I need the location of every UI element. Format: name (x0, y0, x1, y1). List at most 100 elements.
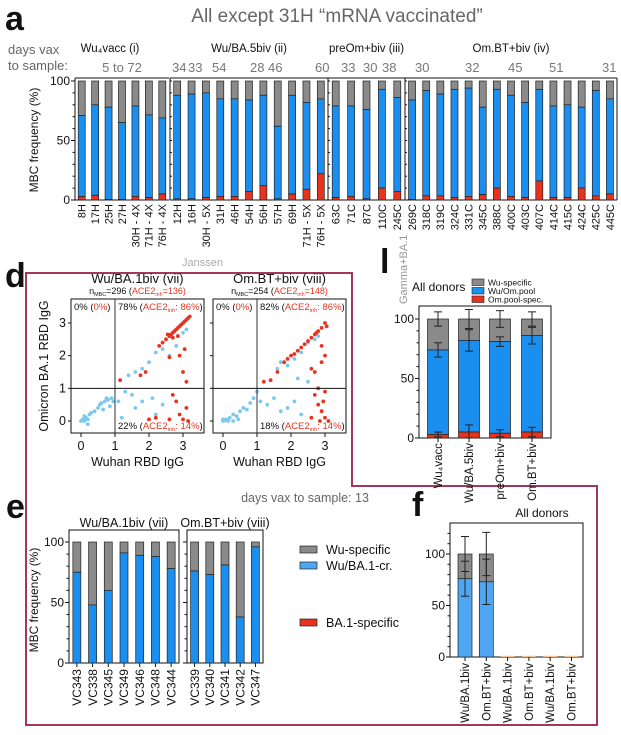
text-part: : 86% (317, 302, 342, 313)
x-tick-label: 31H (215, 204, 227, 224)
y-tick-label: 50 (51, 596, 65, 610)
point-non-inhibiting (248, 401, 253, 405)
bar-empty (543, 655, 558, 657)
point-ace2-inhibiting (170, 392, 175, 397)
bar-blue-segment (230, 98, 239, 197)
scatter-plot-area (212, 298, 347, 434)
point-ace2-inhibiting (319, 409, 324, 414)
panel-title: All donors (412, 280, 465, 294)
bar-red-segment (450, 197, 459, 201)
x-tick-label: 30H - 4X (130, 203, 142, 247)
bar-gray-segment (88, 541, 97, 606)
bar-blue-segment (251, 546, 260, 664)
x-tick-label: 17H (90, 204, 102, 224)
days-value: 46 (268, 60, 282, 75)
bar-blue-segment (205, 574, 215, 664)
x-tick-label: 269C (407, 204, 419, 230)
x-tick-label: VC343 (70, 669, 84, 706)
point-non-inhibiting (89, 410, 94, 415)
text-part: =254 ( (248, 286, 274, 296)
text-part: =136) (163, 286, 186, 296)
bar-blue-segment (606, 98, 614, 195)
days-value: 33 (341, 60, 355, 75)
point-non-inhibiting (285, 363, 290, 368)
bar-blue-segment (378, 88, 386, 189)
point-non-inhibiting (150, 396, 155, 401)
highlight-frame (25, 272, 598, 726)
bar-gray-segment (187, 80, 196, 95)
bar-red-segment (378, 187, 386, 201)
x-tick-label: 324C (449, 204, 461, 230)
point-ace2-inhibiting (316, 402, 321, 407)
y-tick-label: 100 (394, 312, 414, 326)
point-non-inhibiting (312, 337, 317, 342)
days-value: 31 (602, 60, 616, 75)
bar-blue-segment (302, 102, 311, 190)
y-tick-label: 0 (63, 193, 70, 207)
days-value: 60 (315, 60, 329, 75)
bar-red-segment (91, 194, 99, 201)
point-ace2-inhibiting (177, 353, 182, 358)
point-non-inhibiting (221, 417, 225, 422)
point-ace2-inhibiting (309, 335, 314, 340)
bar-gray-segment (190, 541, 199, 572)
bar-gray-segment (251, 541, 260, 548)
point-non-inhibiting (295, 376, 300, 381)
bar-red-segment (245, 191, 253, 201)
bar-blue-segment (521, 335, 543, 433)
text-part: inh (297, 292, 304, 298)
bar-blue-segment (245, 99, 253, 193)
point-non-inhibiting (236, 417, 241, 422)
bar-gray-segment (119, 541, 129, 554)
point-ace2-inhibiting (323, 415, 327, 420)
point-ace2-inhibiting (323, 321, 327, 325)
bar-red-segment (104, 199, 113, 201)
y-tick-label: 100 (44, 535, 64, 549)
bar-gray-segment (493, 80, 501, 90)
bar-gray-segment (173, 80, 182, 96)
point-non-inhibiting (153, 350, 158, 355)
point-non-inhibiting (181, 330, 185, 335)
text-part: inh (168, 427, 176, 433)
bar-red-segment (606, 193, 614, 201)
y-tick-label: 0 (57, 656, 64, 670)
bar-gray-segment (72, 541, 82, 573)
point-non-inhibiting (227, 415, 232, 420)
y-tick-label: 0 (407, 431, 414, 445)
point-non-inhibiting (184, 327, 189, 332)
text-part: MBC (236, 292, 248, 298)
days-value: 45 (508, 60, 522, 75)
x-tick-label: 445C (605, 204, 617, 230)
bar-red-segment (202, 197, 210, 201)
x-axis-label: Wuhan RBD IgG (91, 455, 184, 469)
bar-red-segment (347, 196, 355, 201)
point-ace2-inhibiting (275, 370, 280, 374)
bar-gray-segment (535, 80, 544, 90)
point-non-inhibiting (140, 366, 145, 371)
bar-gray-segment (521, 80, 529, 103)
point-ace2-inhibiting (167, 417, 172, 422)
point-non-inhibiting (244, 407, 249, 412)
x-tick-label: 71H - 5X (301, 203, 313, 247)
bar-gray-segment (393, 80, 402, 99)
bar-blue-segment (493, 88, 501, 189)
bar-gray-segment (104, 80, 113, 108)
bar-red-segment (145, 197, 153, 201)
quadrant-upper-right: 78% (ACE2inh: 86%) (118, 302, 203, 314)
bar-blue-segment (436, 93, 445, 197)
text-part: ) (249, 302, 252, 313)
bar-blue-segment (458, 340, 480, 433)
bar-blue-segment (478, 106, 487, 195)
point-non-inhibiting (231, 419, 236, 423)
x-tick-label: VC349 (117, 669, 131, 706)
bar-blue-segment (393, 97, 402, 193)
legend-swatch (299, 618, 318, 627)
bar-blue-segment (77, 115, 86, 197)
bar-gray-segment (288, 80, 296, 96)
bar-gray-segment (259, 80, 268, 96)
point-non-inhibiting (278, 360, 283, 365)
point-non-inhibiting (123, 389, 128, 394)
x-tick-label: Om.BT+biv (524, 663, 536, 721)
point-ace2-inhibiting (160, 340, 165, 345)
